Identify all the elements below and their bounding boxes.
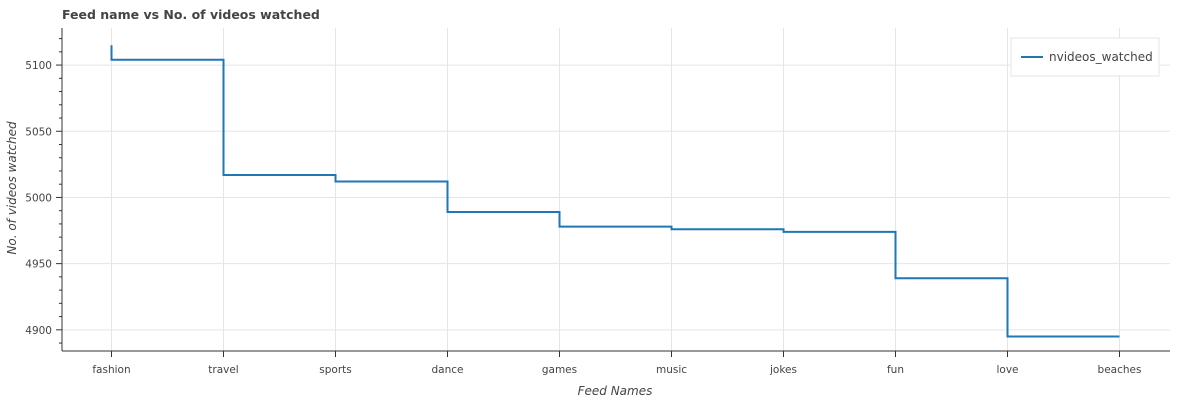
y-tick-label: 5050 (25, 126, 52, 138)
x-tick-label: travel (208, 364, 238, 376)
grid (62, 28, 1170, 351)
y-tick-label: 4900 (25, 325, 52, 337)
series-layer (110, 45, 1120, 338)
legend-label: nvideos_watched (1049, 50, 1153, 64)
x-tick-label: beaches (1098, 364, 1142, 376)
chart-title: Feed name vs No. of videos watched (62, 7, 320, 22)
legend[interactable]: nvideos_watched (1010, 37, 1160, 77)
series-line-nvideos_watched (110, 45, 1120, 338)
x-tick-label: sports (319, 364, 351, 376)
x-tick-label: love (996, 364, 1018, 376)
y-tick-label: 5100 (25, 60, 52, 72)
x-axis-label: Feed Names (578, 384, 653, 398)
x-tick-label: games (542, 364, 577, 376)
axes: 4900 4950 5000 5050 5100 fashion travel sports d… (25, 28, 1170, 376)
x-tick-label: dance (432, 364, 464, 376)
x-tick-label: fun (887, 364, 904, 376)
x-tick-label: jokes (769, 364, 797, 376)
x-tick-label: fashion (92, 364, 130, 376)
y-axis-label: No. of videos watched (5, 121, 19, 255)
y-tick-label: 4950 (25, 259, 52, 271)
y-tick-label: 5000 (25, 192, 52, 204)
x-tick-label: music (656, 364, 687, 376)
